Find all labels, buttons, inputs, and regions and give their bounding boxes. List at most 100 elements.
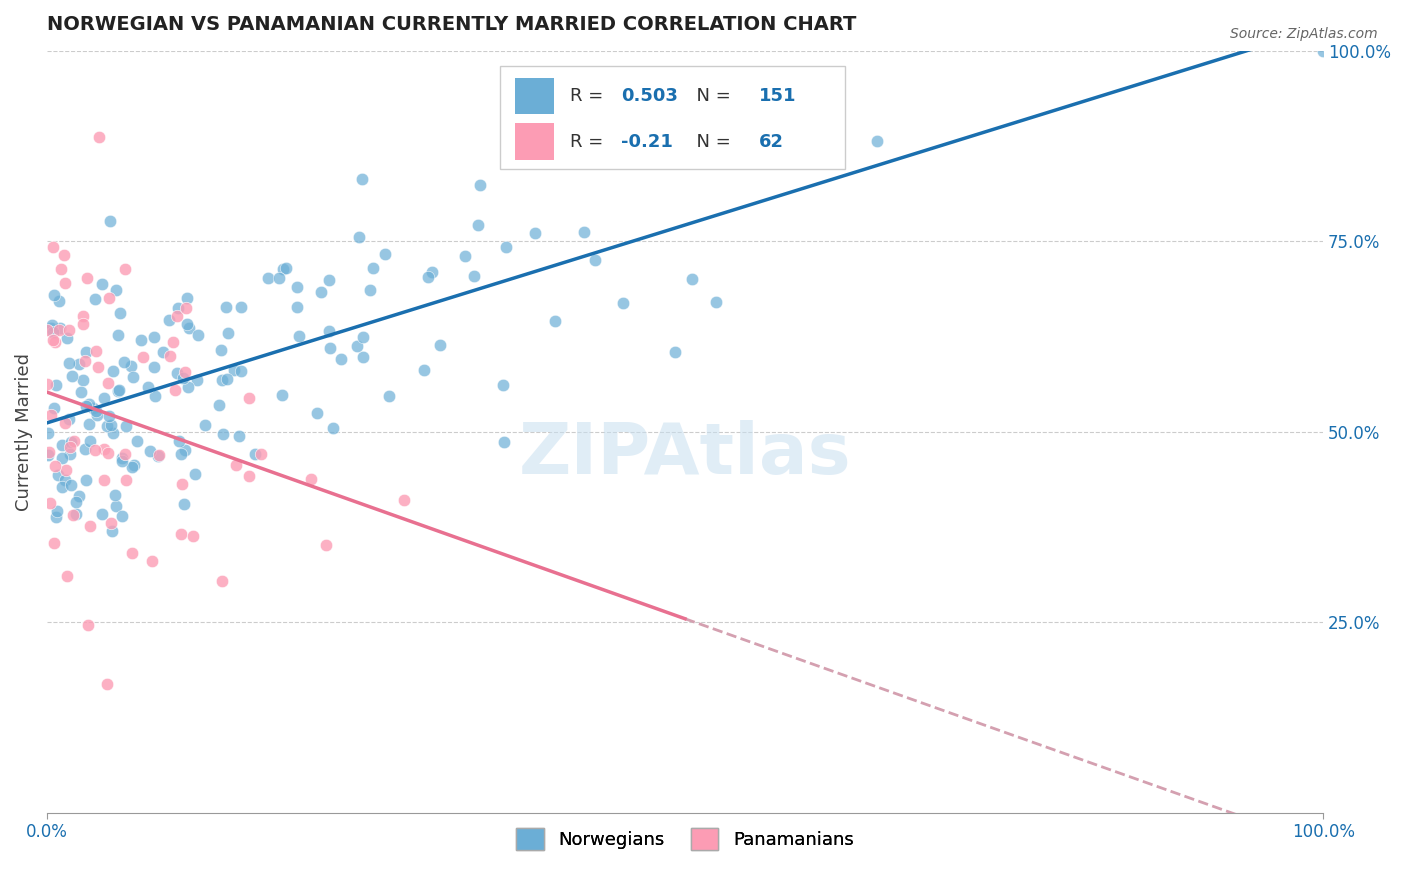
Point (463, 268, 485, 283)
Point (132, 351, 155, 365)
Point (51, 450, 73, 465)
Point (285, 280, 308, 294)
Point (416, 270, 439, 285)
Point (318, 324, 340, 338)
Point (107, 384, 129, 398)
Point (58, 412, 80, 426)
Point (352, 350, 374, 364)
FancyBboxPatch shape (501, 66, 845, 169)
Point (63, 434, 86, 448)
Point (100, 516, 122, 530)
Point (39, 320, 62, 334)
Point (288, 329, 311, 343)
Point (121, 459, 143, 474)
Point (42, 240, 65, 254)
Point (49, 262, 72, 277)
Point (299, 472, 322, 486)
Point (96, 677, 118, 691)
Point (184, 467, 207, 481)
Point (51, 480, 73, 494)
Point (176, 317, 198, 331)
Text: ZIPAtlas: ZIPAtlas (519, 420, 851, 489)
Point (97, 446, 120, 460)
Point (38, 445, 60, 459)
Point (718, 127, 741, 141)
Point (114, 262, 136, 277)
Point (174, 442, 197, 457)
Point (209, 343, 232, 358)
Point (49, 321, 72, 335)
Point (105, 283, 128, 297)
Point (187, 328, 209, 343)
Point (378, 389, 401, 403)
Point (115, 473, 138, 487)
Point (211, 574, 233, 588)
Text: N =: N = (685, 87, 737, 104)
Point (60, 477, 83, 491)
Text: -0.21: -0.21 (621, 133, 673, 151)
Point (269, 270, 291, 285)
Point (122, 369, 145, 384)
Point (111, 509, 134, 524)
Point (69, 384, 91, 399)
Point (706, 147, 728, 161)
Point (238, 468, 260, 483)
Point (495, 240, 517, 254)
Point (37, 448, 59, 462)
Point (42, 326, 65, 340)
Point (217, 326, 239, 341)
Point (75, 344, 97, 359)
Point (166, 301, 188, 315)
Point (572, 225, 595, 239)
Point (142, 359, 165, 374)
Point (77, 397, 100, 411)
Point (352, 172, 374, 186)
Point (97, 291, 120, 305)
Point (53, 276, 76, 290)
Point (79, 417, 101, 431)
Text: R =: R = (571, 87, 609, 104)
Point (59, 447, 82, 461)
Point (177, 379, 200, 393)
Point (215, 372, 238, 386)
Point (319, 341, 342, 355)
Point (114, 419, 136, 434)
Point (352, 330, 374, 344)
Point (865, 134, 887, 148)
Point (75, 399, 97, 413)
Point (172, 370, 194, 384)
Point (122, 458, 145, 472)
Point (142, 330, 165, 344)
Point (125, 434, 148, 449)
Point (56, 569, 79, 583)
Point (53, 473, 76, 487)
Point (97, 376, 120, 390)
Point (39, 409, 62, 423)
Point (98, 409, 121, 423)
Point (225, 458, 247, 472)
Point (93, 442, 115, 456)
Point (93, 391, 115, 405)
Point (108, 305, 131, 319)
FancyBboxPatch shape (515, 123, 554, 160)
Point (67, 489, 90, 503)
Point (194, 418, 217, 433)
Point (108, 384, 131, 398)
Point (494, 435, 516, 450)
Point (166, 309, 188, 323)
Point (58, 323, 80, 337)
Point (285, 300, 308, 314)
Point (152, 345, 174, 359)
Point (55, 463, 77, 477)
Point (309, 285, 332, 299)
Point (45, 377, 67, 392)
Point (173, 365, 195, 379)
Point (605, 95, 627, 110)
Point (322, 421, 344, 435)
Point (101, 364, 124, 378)
Point (215, 300, 238, 314)
Point (98, 214, 121, 228)
Point (347, 229, 370, 244)
Point (51, 438, 73, 452)
Point (305, 406, 328, 420)
